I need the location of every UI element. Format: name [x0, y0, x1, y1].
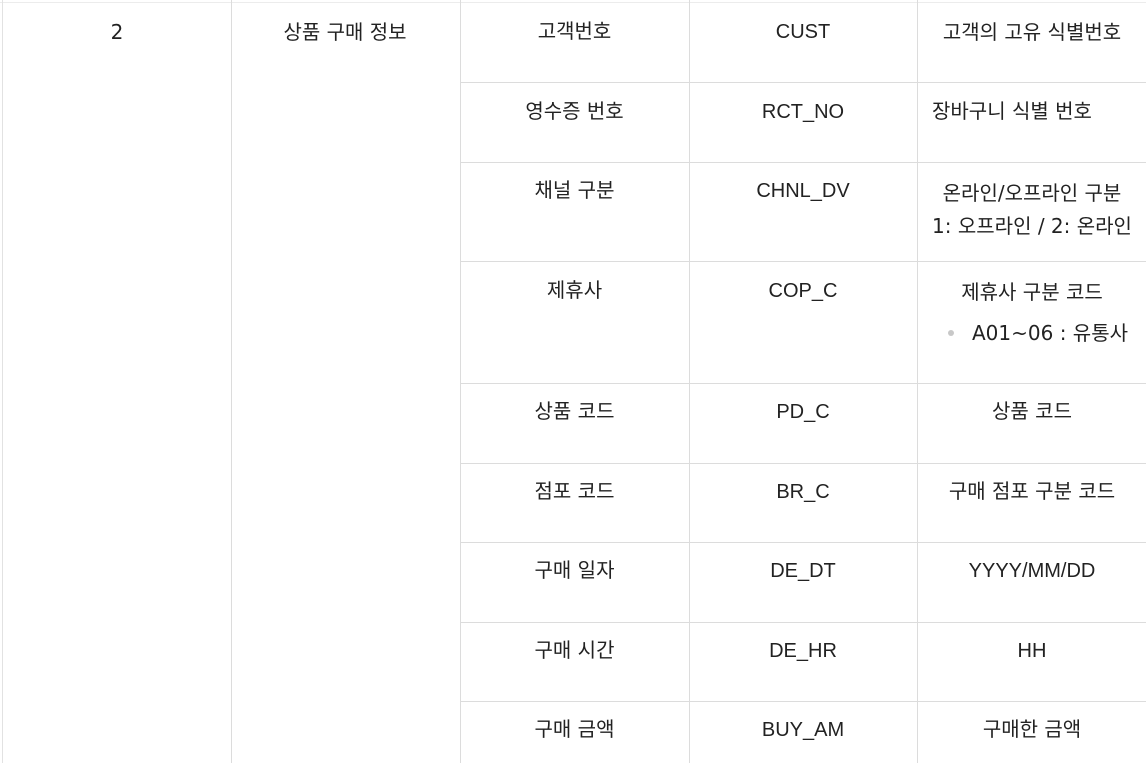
field-desc-cell: 상품 코드 [992, 399, 1072, 423]
row-border [460, 701, 1146, 702]
field-desc-cell: 구매 점포 구분 코드 [948, 479, 1116, 503]
row-number-cell: 2 [110, 20, 124, 44]
top-border [0, 2, 1146, 3]
column-border [689, 0, 690, 763]
field-desc-cell: HH [1017, 640, 1047, 662]
field-desc-cell: 온라인/오프라인 구분 1: 오프라인 / 2: 온라인 [918, 177, 1146, 243]
row-border [460, 622, 1146, 623]
field-name-cell: 고객번호 [537, 19, 612, 43]
bullet-icon [948, 330, 954, 336]
desc-line: 제휴사 구분 코드 [961, 280, 1103, 304]
column-border [2, 0, 3, 763]
field-code-cell: CHNL_DV [756, 180, 850, 202]
row-border [460, 261, 1146, 262]
field-name-cell: 구매 시간 [534, 638, 615, 662]
field-code-cell: DE_DT [770, 560, 836, 582]
field-desc-cell: YYYY/MM/DD [968, 560, 1096, 582]
field-name-cell: 구매 일자 [534, 558, 615, 582]
row-border [460, 542, 1146, 543]
bullet-item: A01~06 : 유통사 [918, 318, 1146, 348]
field-desc-cell: 고객의 고유 식별번호 [942, 20, 1122, 44]
column-border [917, 0, 918, 763]
field-desc-cell: 구매한 금액 [982, 717, 1082, 741]
column-border [460, 0, 461, 763]
field-code-cell: RCT_NO [761, 101, 845, 123]
field-name-cell: 구매 금액 [534, 717, 615, 741]
column-border [231, 0, 232, 763]
field-code-cell: BR_C [776, 481, 830, 503]
field-name-cell: 영수증 번호 [525, 99, 624, 123]
desc-line: 온라인/오프라인 구분 [942, 181, 1122, 205]
field-code-cell: DE_HR [769, 640, 837, 662]
field-code-cell: PD_C [776, 401, 830, 423]
row-border [460, 463, 1146, 464]
bullet-text: A01~06 : 유통사 [972, 321, 1128, 345]
row-border [460, 82, 1146, 83]
field-code-cell: CUST [775, 21, 831, 43]
field-name-cell: 채널 구분 [534, 178, 615, 202]
field-desc-cell: 제휴사 구분 코드 A01~06 : 유통사 [918, 277, 1146, 348]
row-border [460, 383, 1146, 384]
field-name-cell: 점포 코드 [534, 479, 615, 503]
field-name-cell: 제휴사 [546, 278, 603, 302]
field-desc-cell: 장바구니 식별 번호 [932, 99, 1092, 123]
group-label-cell: 상품 구매 정보 [283, 20, 407, 44]
desc-line: 1: 오프라인 / 2: 온라인 [932, 214, 1132, 238]
field-code-cell: BUY_AM [761, 719, 845, 741]
row-border [460, 162, 1146, 163]
field-code-cell: COP_C [768, 280, 838, 302]
field-name-cell: 상품 코드 [534, 399, 615, 423]
